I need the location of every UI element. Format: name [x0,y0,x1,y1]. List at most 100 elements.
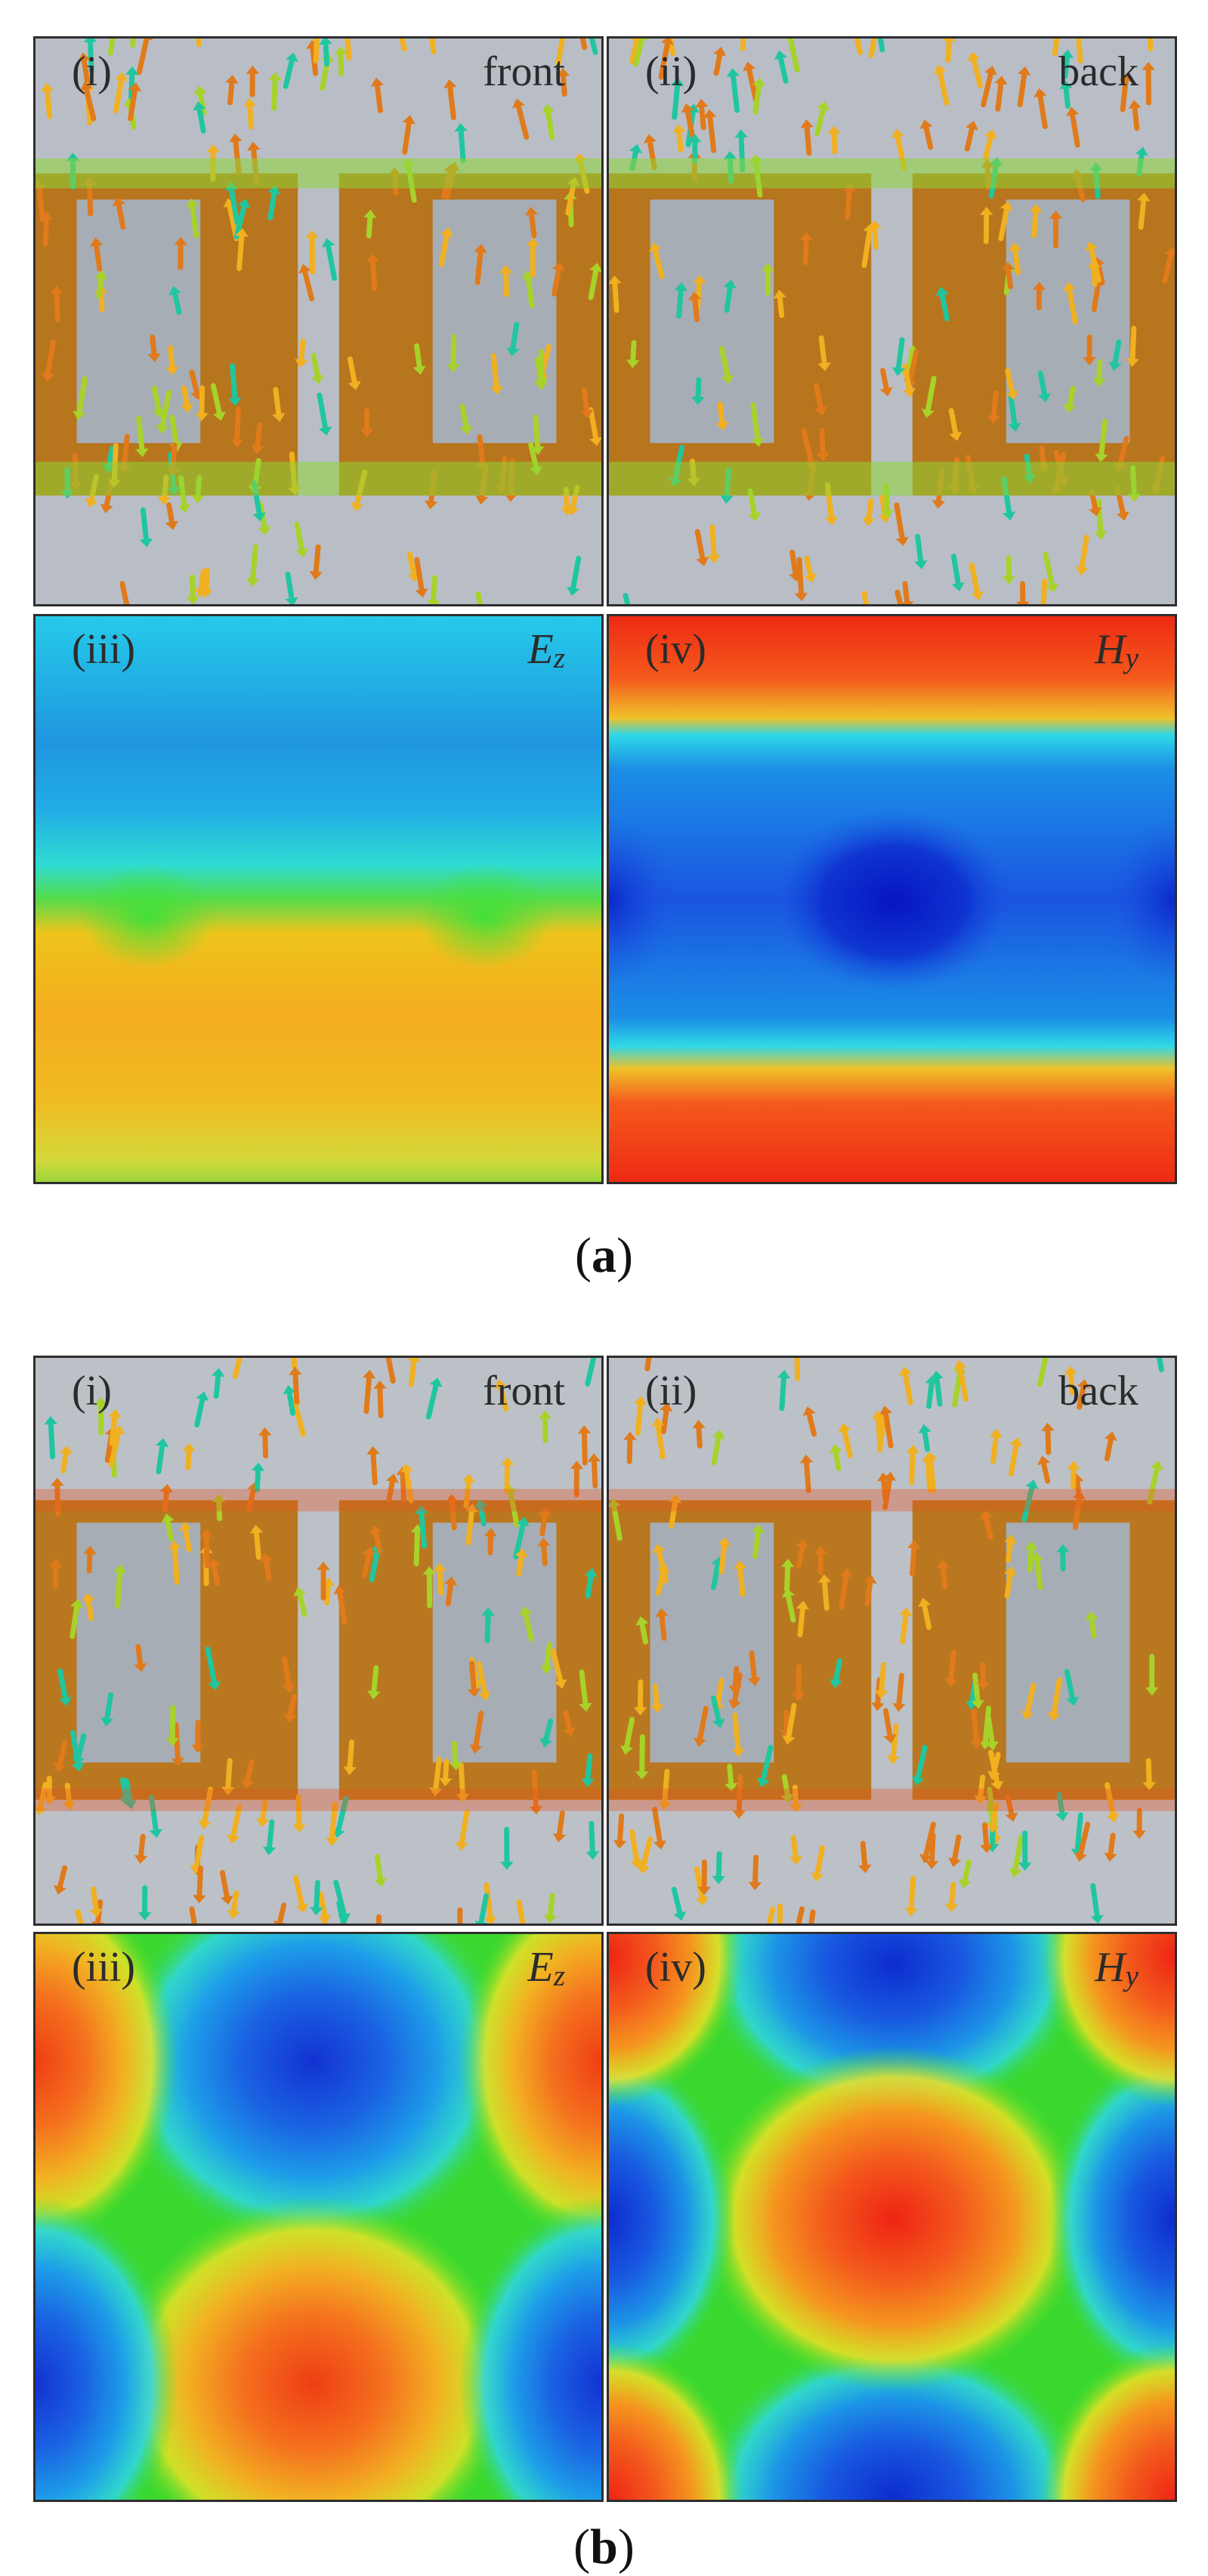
current-arrow-shaft [905,346,916,376]
current-arrow-shaft [185,1448,192,1470]
current-arrow-head [1137,192,1151,202]
current-arrow-head [156,1438,169,1448]
current-arrow-shaft [425,1383,439,1420]
current-arrow-head [295,359,308,368]
current-arrow-head [524,206,539,216]
current-arrow-head [635,1771,649,1780]
current-arrow-head [1090,1914,1104,1924]
current-arrow-head [83,39,97,43]
current-arrow-shaft [581,1430,588,1466]
current-arrow-head [802,1406,816,1416]
current-arrow-shaft [372,1530,383,1554]
current-arrow-shaft [1120,78,1129,113]
current-arrow-shaft [475,591,484,604]
current-arrow-shaft [337,1590,348,1625]
current-arrow-head [283,1385,296,1395]
current-arrow-shaft [732,1712,741,1752]
current-arrow-shaft [83,87,97,122]
current-arrow-head [433,1563,446,1572]
current-arrow-head [695,98,709,108]
current-arrow-shaft [928,1457,936,1494]
current-arrow-head [427,600,440,604]
current-arrow-shaft [419,1510,428,1549]
current-arrow-shaft [210,383,222,416]
current-arrow-head [919,119,933,129]
current-arrow-shaft [882,1411,894,1448]
current-arrow-shaft [565,182,576,216]
current-arrow-shaft [981,71,993,108]
current-arrow-head [134,1663,147,1673]
current-arrow-shaft [277,1902,287,1924]
current-arrow-head [693,1737,707,1748]
current-arrow-shaft [57,1740,68,1767]
current-arrow-shaft [971,57,984,89]
current-arrow-shaft [459,403,469,430]
current-arrow-shaft [313,39,320,63]
current-arrow-shaft [982,134,993,162]
current-arrow-head [891,367,905,377]
current-arrow-shaft [326,243,338,281]
current-arrow-head [465,1503,479,1513]
current-arrow-head [262,1846,277,1856]
current-arrow-shaft [1041,1461,1051,1484]
current-arrow-head [455,1841,468,1851]
current-arrow-head [53,1762,66,1772]
current-arrow-shaft [903,1371,913,1405]
current-arrow-head [669,1494,682,1504]
current-arrow-shaft [652,1683,660,1708]
current-arrow-head [446,364,460,373]
current-arrow-head [514,1548,528,1558]
current-arrow-head [462,1473,476,1483]
current-arrow-shaft [551,267,561,297]
metamaterial-ring-right [912,173,1175,496]
current-arrow-head [1037,1455,1051,1466]
current-arrow-head [235,227,249,237]
current-arrow-shaft [1037,94,1048,130]
current-arrow-head [366,254,380,263]
current-arrow-shaft [787,39,800,73]
current-arrow-shaft [934,1376,943,1407]
current-arrow-head [319,39,332,45]
current-arrow-shaft [727,1763,734,1787]
current-arrow-shaft [940,1565,948,1590]
metamaterial-ring-right [338,173,601,496]
current-arrow-shaft [694,529,706,561]
current-arrow-shaft [915,1745,928,1781]
current-arrow-shaft [925,375,937,413]
current-arrow-head [1094,531,1108,540]
current-arrow-head [1062,282,1077,292]
current-arrow-head [1018,1862,1032,1871]
current-arrow-shaft [902,581,910,604]
current-arrow-shaft [713,52,723,76]
current-arrow-shaft [203,568,210,593]
current-arrow-head [589,437,601,446]
current-arrow-shaft [267,190,277,221]
current-arrow-head [1009,1437,1023,1447]
current-arrow-head [159,1483,174,1493]
current-arrow-head [246,65,260,74]
current-arrow-shaft [168,345,175,370]
side-label-front: front [483,1368,565,1414]
current-arrow-shaft [189,1906,197,1924]
current-arrow-shaft [671,1886,683,1916]
current-arrow-shaft [36,185,45,223]
current-arrow-shaft [193,1834,205,1869]
current-arrow-shaft [611,1504,623,1541]
current-arrow-shaft [719,346,731,379]
current-arrow-head [829,1679,843,1689]
current-arrow-head [193,85,207,95]
current-arrow-head [752,77,766,87]
current-arrow-head [1116,511,1129,521]
current-arrow-shaft [484,1882,493,1920]
panel-a-iv-hy-field-map: (iv) Hy [607,614,1177,1184]
current-arrow-head [942,39,956,42]
current-arrow-head [412,366,426,375]
current-arrow-head [930,1371,944,1380]
current-arrow-shaft [1138,198,1147,230]
current-arrow-shaft [589,1821,595,1855]
current-arrow-head [817,362,831,372]
current-arrow-head [751,437,765,447]
current-arrow-head [1025,1479,1039,1489]
current-arrow-shaft [1070,1466,1077,1490]
current-arrow-shaft [138,1834,146,1859]
